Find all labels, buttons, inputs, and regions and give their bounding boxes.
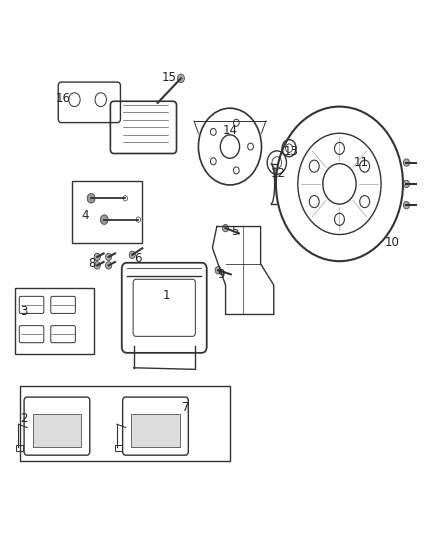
Text: 15: 15 [161, 71, 176, 84]
Bar [20, 386, 230, 461]
Text: 12: 12 [271, 167, 286, 180]
Text: 8: 8 [88, 257, 95, 270]
Circle shape [94, 253, 100, 261]
Circle shape [100, 215, 108, 224]
Text: 2: 2 [20, 412, 28, 425]
Text: 7: 7 [182, 401, 190, 414]
Text: 6: 6 [134, 252, 142, 265]
Circle shape [177, 74, 184, 83]
Text: 14: 14 [223, 124, 237, 137]
Circle shape [403, 180, 410, 188]
Text: 16: 16 [56, 92, 71, 105]
Circle shape [94, 262, 100, 269]
Circle shape [106, 262, 112, 269]
Text: 4: 4 [81, 209, 89, 222]
Circle shape [215, 266, 221, 274]
Text: 11: 11 [354, 156, 369, 169]
Circle shape [129, 251, 135, 259]
Bar [15, 288, 94, 354]
Circle shape [403, 201, 410, 209]
Text: 10: 10 [385, 236, 399, 249]
Text: 3: 3 [21, 305, 28, 318]
Bar [131, 414, 180, 447]
Text: 1: 1 [162, 289, 170, 302]
Bar [16, 445, 23, 451]
Bar [72, 181, 142, 243]
Circle shape [223, 224, 229, 232]
Text: 9: 9 [217, 268, 225, 281]
Bar [33, 414, 81, 447]
Bar [115, 445, 122, 451]
Text: 5: 5 [231, 225, 238, 238]
Circle shape [403, 159, 410, 166]
Text: 13: 13 [284, 146, 299, 158]
Circle shape [87, 193, 95, 203]
Circle shape [106, 253, 112, 261]
